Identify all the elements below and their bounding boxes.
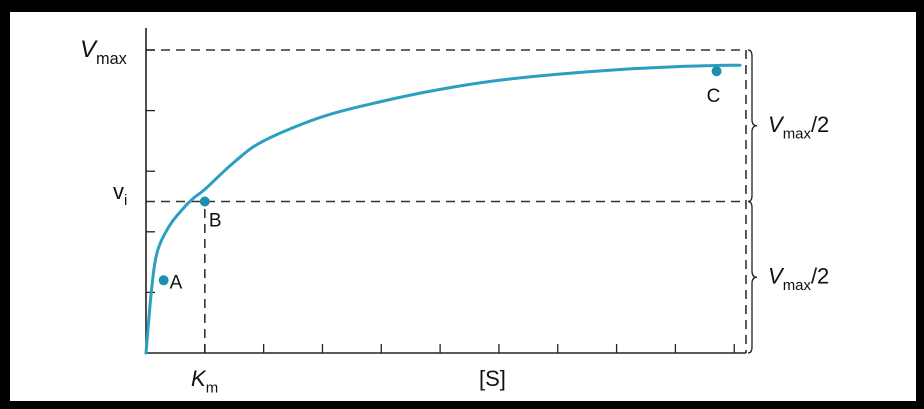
y-axis-label: vi (113, 179, 127, 209)
reference-lines (146, 49, 747, 353)
bracket-0 (747, 49, 758, 203)
point-label-c: C (707, 86, 721, 107)
chart-panel (10, 12, 916, 401)
labels-group: Vmax/2 Vmax/2 Vmax vi Km [S] (80, 36, 829, 397)
point-b (199, 196, 210, 207)
point-label-b: B (209, 211, 222, 232)
series-line-0 (144, 63, 742, 355)
half-label-1: Vmax/2 (768, 263, 829, 294)
half-label-0: Vmax/2 (768, 112, 829, 143)
point-c (711, 66, 722, 77)
ticks (146, 49, 735, 353)
point-label-a: A (170, 272, 183, 293)
axes (145, 28, 746, 354)
point-a (158, 275, 169, 286)
brackets-group (747, 49, 758, 354)
curve-group (144, 63, 742, 355)
x-axis-label: [S] (479, 366, 506, 391)
points-group: A B C (158, 66, 722, 293)
vmax-label: Vmax (80, 36, 127, 68)
bracket-1 (747, 200, 758, 354)
km-label: Km (191, 366, 218, 397)
